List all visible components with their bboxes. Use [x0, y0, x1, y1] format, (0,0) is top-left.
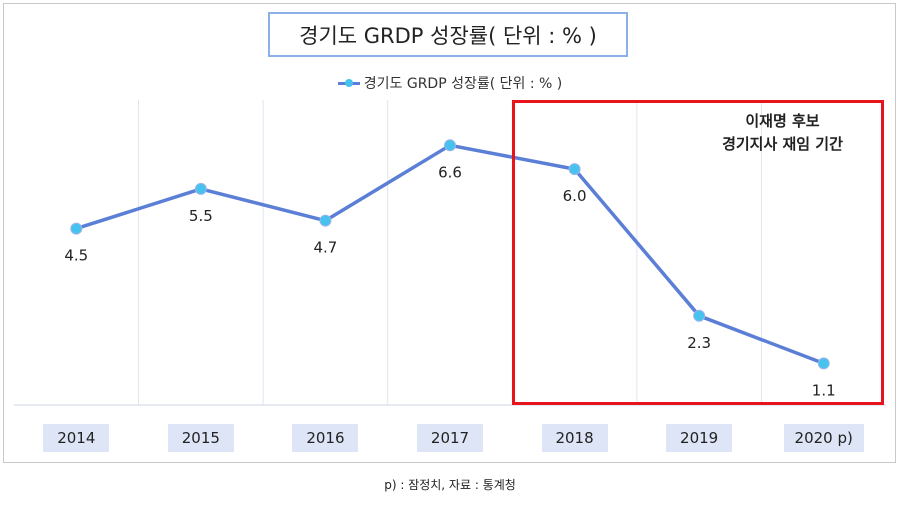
source-footnote: p) : 잠정치, 자료 : 통계청: [384, 478, 516, 492]
annotation-text: 이재명 후보 경기지사 재임 기간: [690, 110, 875, 156]
data-label: 5.5: [189, 207, 213, 225]
chart-frame: [3, 3, 896, 463]
x-tick-label: 2020 p): [783, 424, 864, 452]
data-point: [568, 163, 581, 176]
chart-title: 경기도 GRDP 성장률( 단위 : % ): [268, 12, 628, 57]
data-label: 2.3: [687, 334, 711, 352]
data-point: [319, 214, 332, 227]
legend-line-marker-icon: [337, 78, 360, 88]
legend-label: 경기도 GRDP 성장률( 단위 : % ): [363, 76, 563, 92]
data-point: [444, 139, 456, 152]
x-tick-label: 2017: [417, 424, 483, 452]
data-point: [817, 357, 830, 370]
annotation-line-2: 경기지사 재임 기간: [722, 135, 843, 153]
data-point: [70, 222, 83, 235]
annotation-box: [512, 100, 884, 405]
x-tick-label: 2014: [43, 424, 110, 452]
data-label: 6.6: [438, 163, 462, 181]
x-tick-label: 2015: [167, 424, 234, 452]
x-tick-label: 2016: [292, 424, 359, 452]
data-label: 4.7: [313, 239, 337, 257]
data-point: [693, 309, 706, 322]
data-label: 4.5: [64, 247, 88, 265]
x-tick-label: 2018: [541, 424, 608, 452]
data-label: 1.1: [812, 381, 836, 399]
x-tick-label: 2019: [666, 424, 733, 452]
annotation-line-1: 이재명 후보: [745, 112, 820, 130]
data-label: 6.0: [563, 187, 587, 205]
data-point: [194, 182, 207, 195]
legend: 경기도 GRDP 성장률( 단위 : % ): [0, 72, 900, 94]
